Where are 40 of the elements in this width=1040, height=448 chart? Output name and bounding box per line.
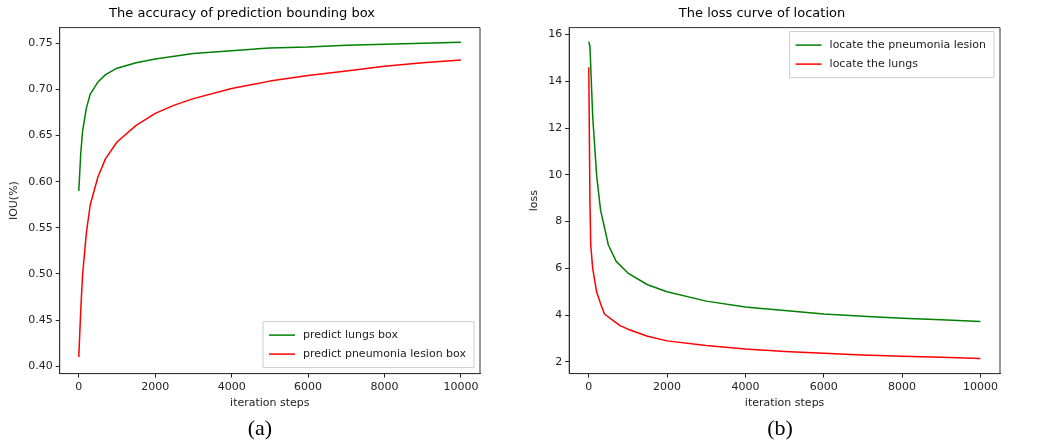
text: (a) [246,414,274,442]
x-tick-label: 2000 [141,380,170,394]
y-tick-label: 8 [555,214,563,228]
x-axis-title: iteration steps [230,396,310,410]
x-tick-label: 2000 [653,380,682,394]
y-tick-label: 2 [555,354,563,368]
x-tick-label: 4000 [217,380,246,394]
x-tick-label: 10000 [962,380,998,394]
legend-label: locate the pneumonia lesion [829,37,987,51]
x-tick-label: 6000 [294,380,323,394]
x-tick-label: 0 [585,380,593,394]
y-tick-label: 0.55 [28,220,53,234]
text: (b) [766,414,794,442]
y-axis-title: loss [527,189,541,212]
x-tick-label: 0 [75,380,83,394]
x-tick-label: 4000 [731,380,760,394]
x-tick-label: 8000 [370,380,399,394]
x-tick-label: 6000 [809,380,838,394]
chart-title: The accuracy of prediction bounding box [108,5,376,21]
y-tick-label: 0.70 [28,82,53,96]
legend-label: locate the lungs [829,56,919,70]
y-tick-label: 6 [555,261,563,275]
y-tick-label: 0.60 [28,174,53,188]
y-tick-label: 0.50 [28,266,53,280]
y-tick-label: 12 [548,120,563,134]
x-tick-label: 8000 [888,380,917,394]
chart-title: The loss curve of location [677,5,846,21]
y-tick-label: 10 [548,167,563,181]
legend-label: predict pneumonia lesion box [302,346,467,360]
y-tick-label: 4 [555,308,563,322]
y-tick-label: 0.65 [28,128,53,142]
y-axis-title: IOU(%) [7,181,21,221]
x-axis-title: iteration steps [744,396,825,410]
legend-label: predict lungs box [302,327,399,341]
y-tick-label: 0.75 [28,36,53,50]
y-tick-label: 14 [548,74,563,88]
y-tick-label: 0.45 [28,312,53,326]
x-tick-label: 10000 [443,380,479,394]
y-tick-label: 16 [548,27,563,41]
y-tick-label: 0.40 [28,359,53,373]
